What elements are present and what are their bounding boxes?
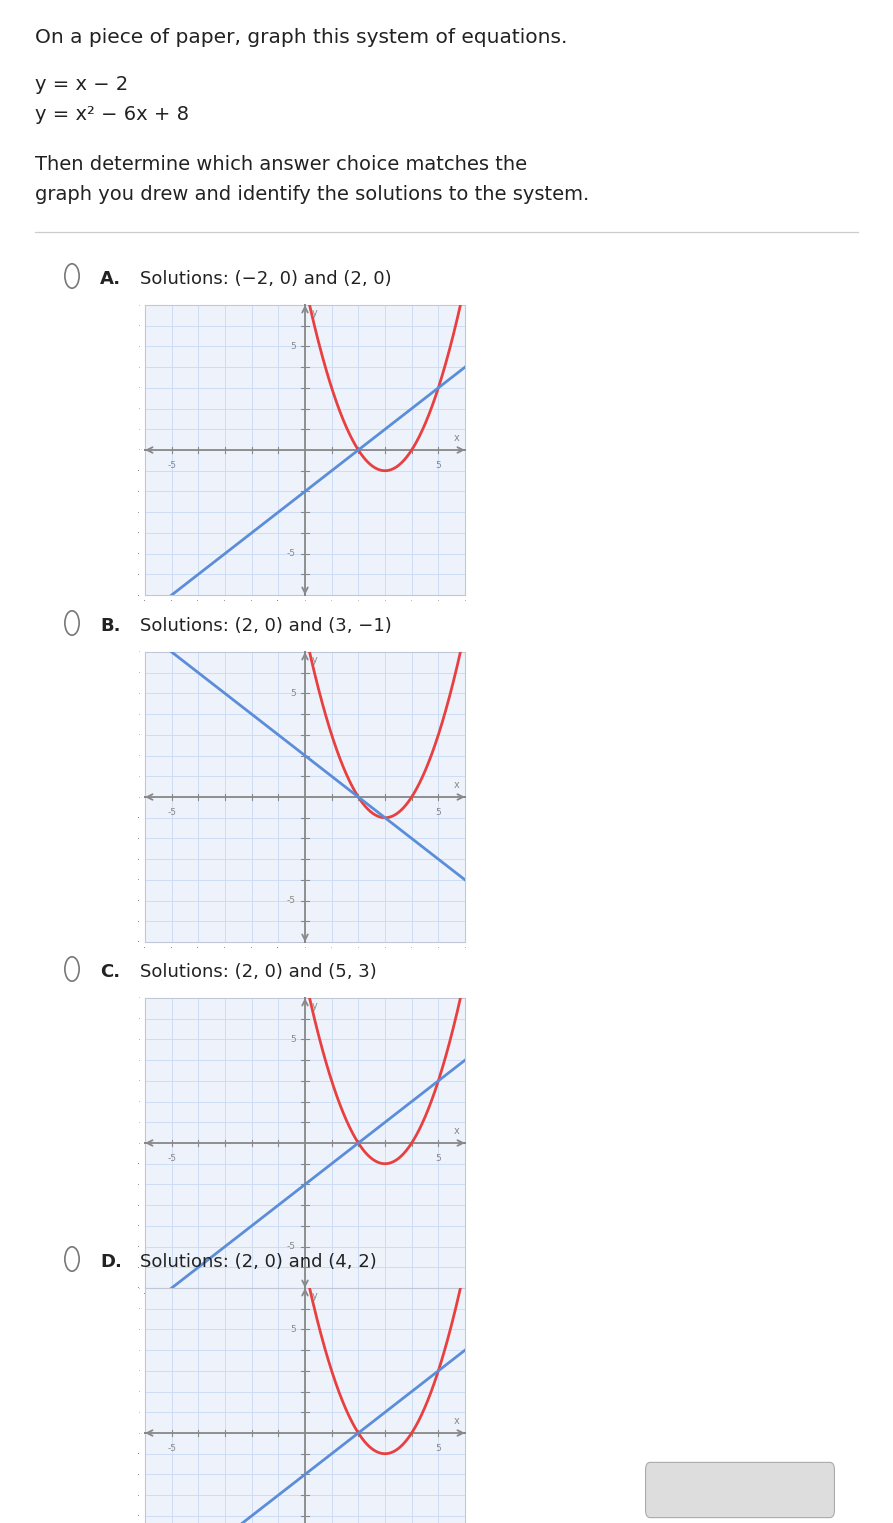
Text: -5: -5: [167, 461, 176, 471]
Text: -5: -5: [287, 896, 296, 905]
Text: y = x − 2: y = x − 2: [35, 75, 129, 94]
Text: 5: 5: [290, 1325, 296, 1334]
Text: y: y: [312, 1001, 317, 1011]
Text: -5: -5: [167, 1444, 176, 1453]
Text: Solutions: (−2, 0) and (2, 0): Solutions: (−2, 0) and (2, 0): [140, 270, 392, 288]
Text: 5: 5: [290, 1036, 296, 1043]
Text: 5: 5: [436, 1444, 441, 1453]
Text: -5: -5: [287, 1243, 296, 1250]
Text: D.: D.: [100, 1253, 121, 1272]
Text: Solutions: (2, 0) and (4, 2): Solutions: (2, 0) and (4, 2): [140, 1253, 377, 1272]
Text: -5: -5: [167, 1154, 176, 1164]
Text: x: x: [455, 433, 460, 443]
Text: -5: -5: [167, 809, 176, 818]
Text: y = x² − 6x + 8: y = x² − 6x + 8: [35, 105, 189, 123]
Text: Then determine which answer choice matches the: Then determine which answer choice match…: [35, 155, 527, 174]
Text: y: y: [312, 308, 317, 318]
Text: On a piece of paper, graph this system of equations.: On a piece of paper, graph this system o…: [35, 27, 567, 47]
Text: 5: 5: [436, 809, 441, 818]
Text: 5: 5: [436, 1154, 441, 1164]
Text: B.: B.: [100, 617, 121, 635]
Text: Solutions: (2, 0) and (3, −1): Solutions: (2, 0) and (3, −1): [140, 617, 392, 635]
Text: graph you drew and identify the solutions to the system.: graph you drew and identify the solution…: [35, 184, 589, 204]
Text: 5: 5: [436, 461, 441, 471]
Text: SUBMIT: SUBMIT: [713, 1483, 767, 1497]
Text: x: x: [455, 1125, 460, 1136]
Text: -5: -5: [287, 550, 296, 557]
Text: Solutions: (2, 0) and (5, 3): Solutions: (2, 0) and (5, 3): [140, 963, 377, 981]
Text: A.: A.: [100, 270, 121, 288]
Text: y: y: [312, 655, 317, 666]
Text: y: y: [312, 1292, 317, 1301]
Text: 5: 5: [290, 688, 296, 698]
Text: x: x: [455, 780, 460, 790]
Text: x: x: [455, 1416, 460, 1426]
Text: 5: 5: [290, 343, 296, 350]
Text: C.: C.: [100, 963, 121, 981]
